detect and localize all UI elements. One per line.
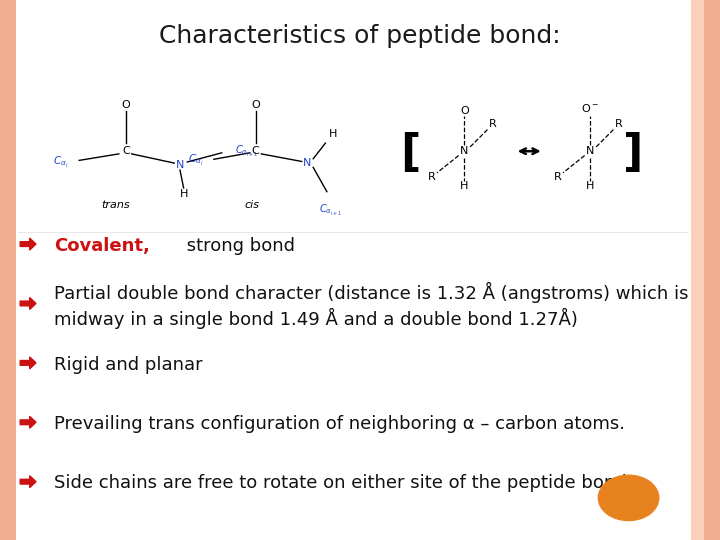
Polygon shape (20, 238, 36, 250)
Text: strong bond: strong bond (181, 237, 295, 255)
Bar (691, 0, 704, 540)
Text: R: R (554, 172, 562, 182)
Bar (704, 0, 720, 540)
Circle shape (598, 475, 659, 521)
Text: R: R (428, 172, 436, 182)
Text: Characteristics of peptide bond:: Characteristics of peptide bond: (159, 24, 561, 48)
Text: R: R (616, 119, 623, 129)
Text: O: O (460, 106, 469, 116)
Text: R: R (490, 119, 497, 129)
Text: ]: ] (624, 132, 644, 176)
Text: Side chains are free to rotate on either site of the peptide bond.: Side chains are free to rotate on either… (54, 474, 632, 492)
Text: O: O (251, 100, 260, 110)
Polygon shape (20, 476, 36, 488)
Text: N: N (460, 146, 469, 156)
Text: O$^-$: O$^-$ (581, 102, 600, 114)
Text: C: C (252, 146, 259, 156)
Text: C: C (122, 146, 130, 156)
Text: Prevailing trans configuration of neighboring α – carbon atoms.: Prevailing trans configuration of neighb… (54, 415, 625, 433)
Text: H: H (460, 181, 469, 191)
Text: N: N (176, 160, 184, 170)
Text: [: [ (400, 132, 420, 176)
Text: Rigid and planar: Rigid and planar (54, 355, 202, 374)
Text: Covalent,: Covalent, (54, 237, 150, 255)
Text: $C_{\alpha_i}$: $C_{\alpha_i}$ (53, 154, 68, 170)
Polygon shape (20, 416, 36, 428)
Polygon shape (20, 357, 36, 369)
Text: H: H (179, 190, 188, 199)
Text: N: N (303, 158, 312, 168)
Text: trans: trans (101, 200, 130, 210)
Polygon shape (20, 298, 36, 309)
Text: midway in a single bond 1.49 Å and a double bond 1.27Å): midway in a single bond 1.49 Å and a dou… (54, 307, 578, 329)
Text: N: N (586, 146, 595, 156)
Text: H: H (586, 181, 595, 191)
Text: cis: cis (245, 200, 259, 210)
Text: O: O (122, 100, 130, 110)
Text: $C_{\alpha_{i+1}}$: $C_{\alpha_{i+1}}$ (319, 202, 342, 218)
Text: $C_{\alpha_i}$: $C_{\alpha_i}$ (188, 153, 203, 168)
Bar (0, 0, 16, 540)
Text: H: H (328, 130, 337, 139)
Text: Partial double bond character (distance is 1.32 Å (angstroms) which is: Partial double bond character (distance … (54, 281, 688, 303)
Text: $C_{\alpha_{i+1}}$: $C_{\alpha_{i+1}}$ (235, 144, 258, 159)
